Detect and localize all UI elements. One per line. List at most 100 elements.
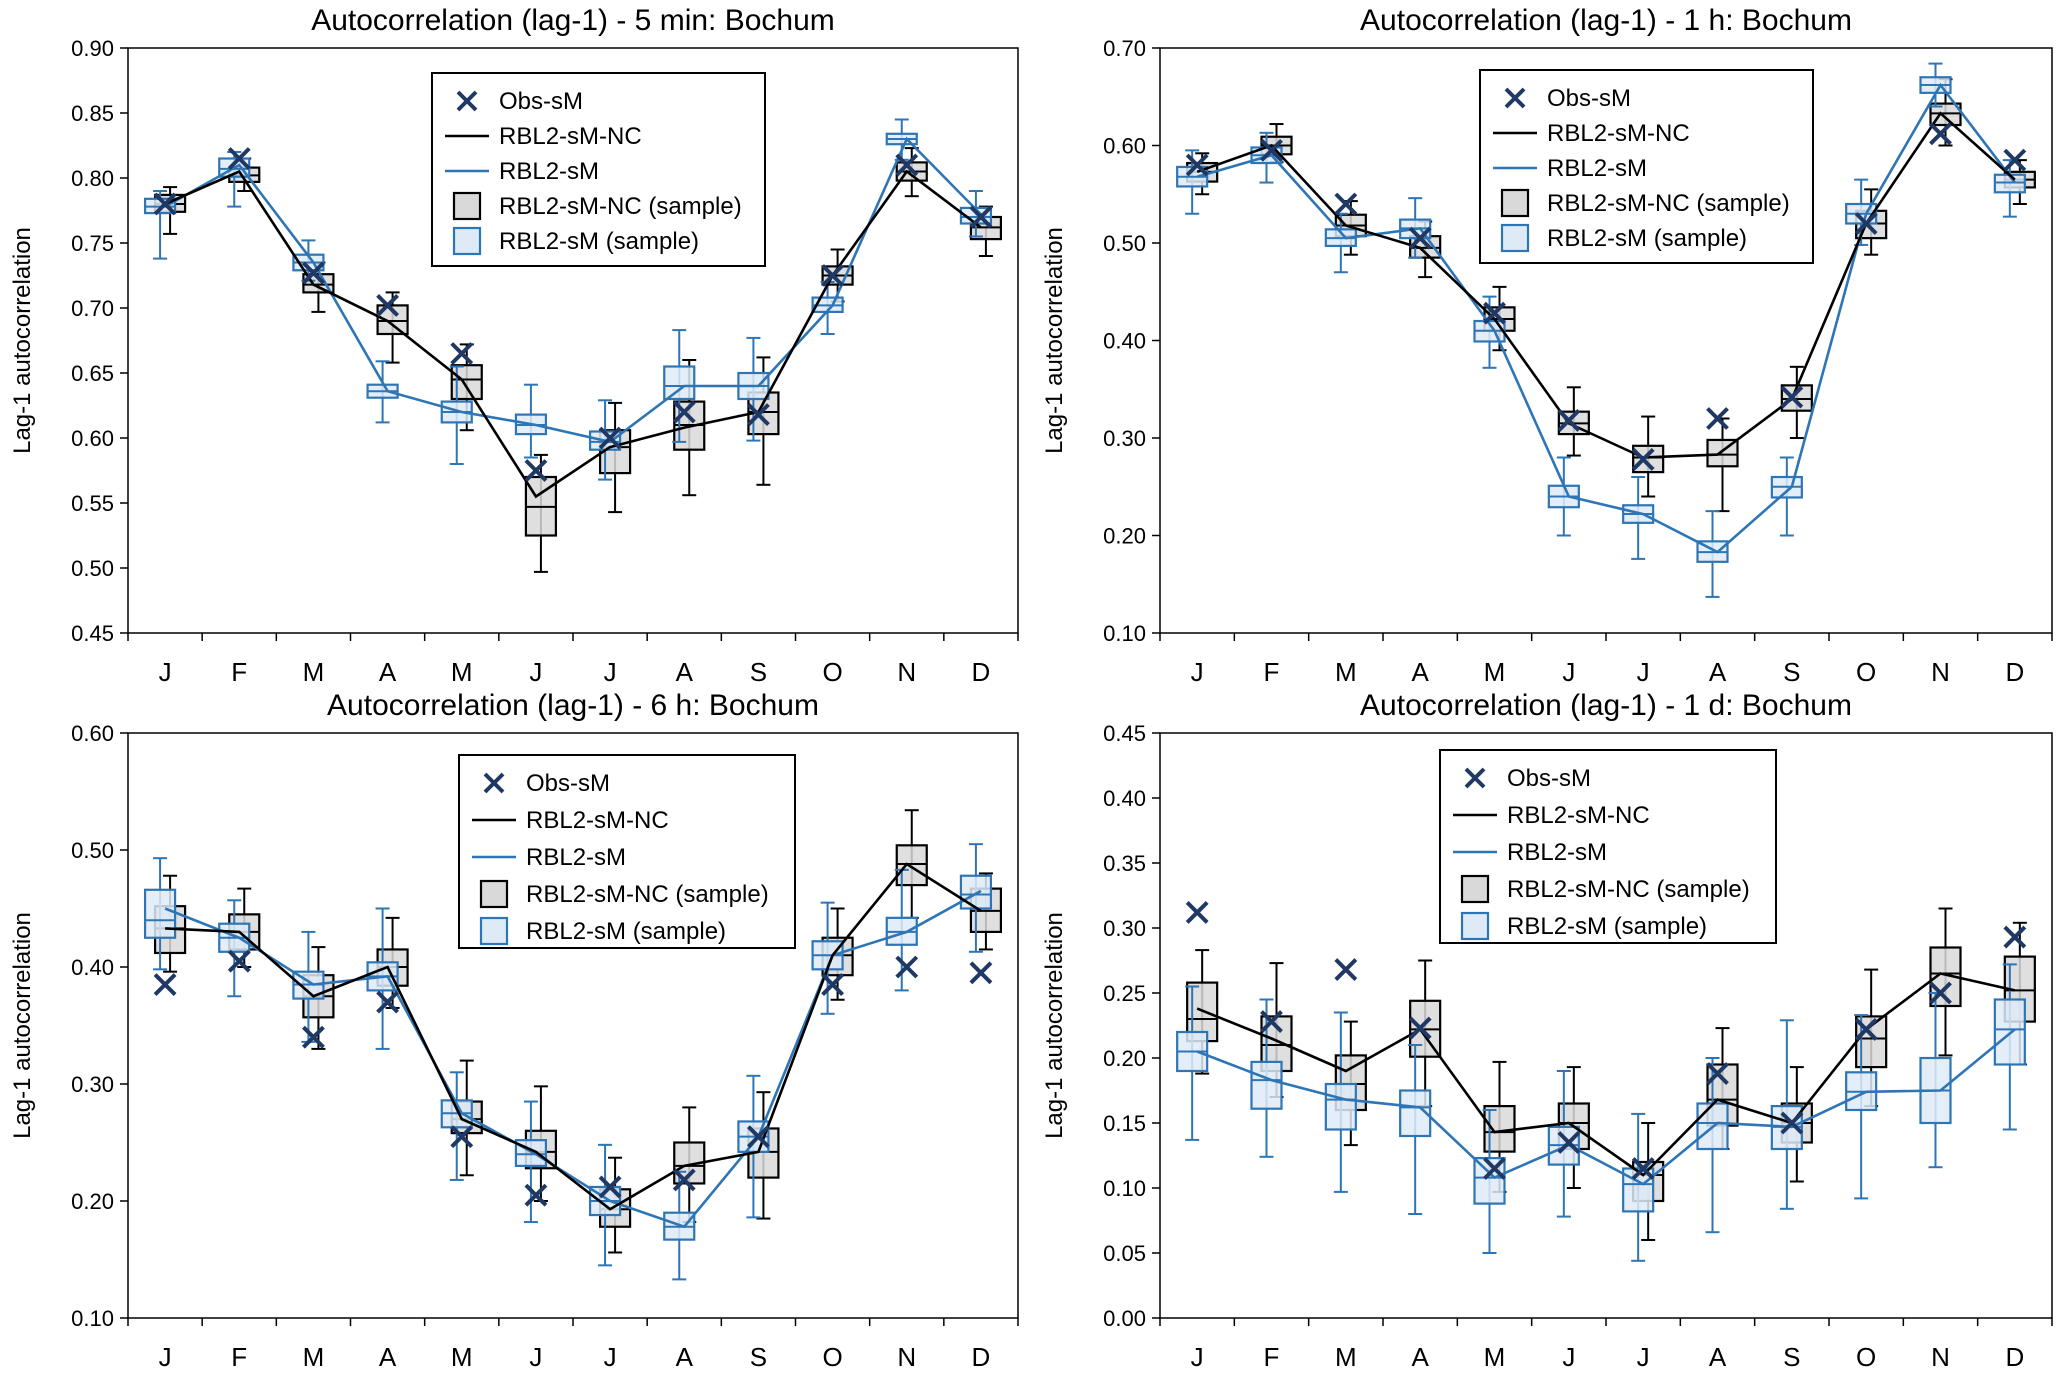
- obs-marker: [969, 961, 993, 985]
- y-tick-label: 0.60: [71, 721, 114, 746]
- x-tick-label: O: [1856, 657, 1876, 687]
- x-tick-label: N: [897, 1342, 916, 1372]
- x-tick-label: A: [1411, 1342, 1429, 1372]
- x-tick-label: O: [1856, 1342, 1876, 1372]
- line-rbl2-sm-nc: [1196, 111, 2016, 459]
- obs-marker: [1929, 122, 1952, 146]
- x-tick-label: M: [1335, 657, 1357, 687]
- x-tick-label: F: [231, 657, 247, 687]
- legend-box-icon: [452, 226, 482, 256]
- box-rbl2-sm: [959, 874, 993, 910]
- obs-marker: [1408, 226, 1432, 250]
- x-tick-label: J: [604, 1342, 617, 1372]
- legend-box-icon: [1500, 223, 1530, 253]
- y-tick-label: 0.20: [1103, 1046, 1146, 1071]
- plot-frame: [127, 47, 1019, 634]
- line-rbl2-sm: [1196, 1028, 2016, 1186]
- x-tick-label: D: [972, 1342, 991, 1372]
- legend-box-icon: [452, 191, 482, 221]
- obs-marker: [524, 1183, 548, 1207]
- obs-marker: [1483, 301, 1506, 325]
- obs-marker: [2003, 925, 2027, 949]
- x-tick-label: M: [1335, 1342, 1357, 1372]
- y-tick-label: 0.60: [1103, 134, 1146, 159]
- obs-marker: [1557, 409, 1581, 432]
- x-tick-label: J: [1637, 1342, 1650, 1372]
- y-tick-label: 0.35: [1103, 851, 1146, 876]
- x-tick-label: M: [451, 1342, 473, 1372]
- obs-marker: [895, 955, 919, 979]
- obs-marker: [1260, 138, 1283, 162]
- box-rbl2-sm: [1324, 1082, 1357, 1131]
- x-tick-label: J: [159, 657, 172, 687]
- legend-label: Obs-sM: [1547, 85, 1631, 112]
- y-tick-label: 0.50: [1103, 231, 1146, 256]
- x-tick-label: A: [1411, 657, 1429, 687]
- y-tick-label: 0.45: [71, 621, 114, 646]
- y-tick-label: 0.20: [1103, 524, 1146, 549]
- legend-label: RBL2-sM-NC (sample): [1507, 876, 1750, 903]
- legend-label: RBL2-sM-NC: [1507, 802, 1650, 829]
- x-tick-label: J: [1562, 1342, 1575, 1372]
- obs-marker: [1185, 900, 1209, 924]
- x-tick-label: M: [1484, 657, 1506, 687]
- obs-marker: [969, 205, 993, 229]
- x-tick-label: A: [379, 657, 397, 687]
- plot-frame: [1159, 47, 2053, 634]
- y-tick-label: 0.50: [71, 838, 114, 863]
- x-tick-label: J: [529, 1342, 542, 1372]
- obs-marker: [821, 264, 844, 287]
- x-tick-label: A: [676, 1342, 694, 1372]
- obs-marker: [672, 1168, 696, 1192]
- y-axis-label: Lag-1 autocorrelation: [1041, 227, 1068, 454]
- x-tick-label: S: [1783, 657, 1800, 687]
- obs-marker: [1334, 958, 1358, 982]
- obs-marker: [1557, 1131, 1581, 1154]
- legend-label: RBL2-sM-NC: [499, 123, 642, 150]
- line-rbl2-sm: [164, 889, 982, 1229]
- x-tick-label: F: [231, 1342, 247, 1372]
- obs-marker: [747, 403, 770, 427]
- box-rbl2-sm: [1250, 1060, 1283, 1110]
- obs-marker: [227, 147, 251, 170]
- legend-label: RBL2-sM-NC (sample): [526, 881, 769, 908]
- obs-marker: [1854, 212, 1878, 235]
- x-tick-label: J: [1637, 657, 1650, 687]
- obs-marker: [1185, 153, 1209, 177]
- obs-marker: [821, 973, 844, 996]
- y-tick-label: 0.30: [71, 1072, 114, 1097]
- legend-obs-icon: [1504, 87, 1526, 109]
- y-tick-label: 0.00: [1103, 1306, 1146, 1331]
- x-tick-label: J: [1191, 657, 1204, 687]
- box-rbl2-sm: [143, 888, 177, 939]
- y-tick-label: 0.40: [1103, 786, 1146, 811]
- line-rbl2-sm-nc: [1196, 972, 2016, 1177]
- obs-marker: [302, 1025, 325, 1049]
- y-tick-label: 0.70: [1103, 36, 1146, 61]
- y-tick-label: 0.30: [1103, 426, 1146, 451]
- x-tick-label: M: [303, 1342, 325, 1372]
- obs-marker: [1706, 407, 1729, 430]
- obs-marker: [302, 261, 325, 285]
- obs-marker: [1780, 1111, 1804, 1135]
- y-tick-label: 0.10: [71, 1306, 114, 1331]
- legend-label: Obs-sM: [526, 770, 610, 797]
- legend-label: Obs-sM: [499, 88, 583, 115]
- chart-title: Autocorrelation (lag-1) - 5 min: Bochum: [311, 4, 835, 37]
- y-tick-label: 0.85: [71, 101, 114, 126]
- legend-obs-icon: [1464, 767, 1486, 789]
- y-tick-label: 0.45: [1103, 721, 1146, 746]
- legend-label: RBL2-sM (sample): [526, 918, 726, 945]
- y-tick-label: 0.40: [71, 955, 114, 980]
- chart-title: Autocorrelation (lag-1) - 1 h: Bochum: [1360, 4, 1852, 37]
- legend-label: RBL2-sM: [1507, 839, 1607, 866]
- legend-label: RBL2-sM-NC: [526, 807, 669, 834]
- legend-box-icon: [479, 916, 509, 946]
- obs-marker: [1780, 385, 1804, 409]
- legend-label: RBL2-sM: [499, 158, 599, 185]
- legend-label: RBL2-sM: [1547, 155, 1647, 182]
- y-tick-label: 0.55: [71, 491, 114, 516]
- legend-label: Obs-sM: [1507, 765, 1591, 792]
